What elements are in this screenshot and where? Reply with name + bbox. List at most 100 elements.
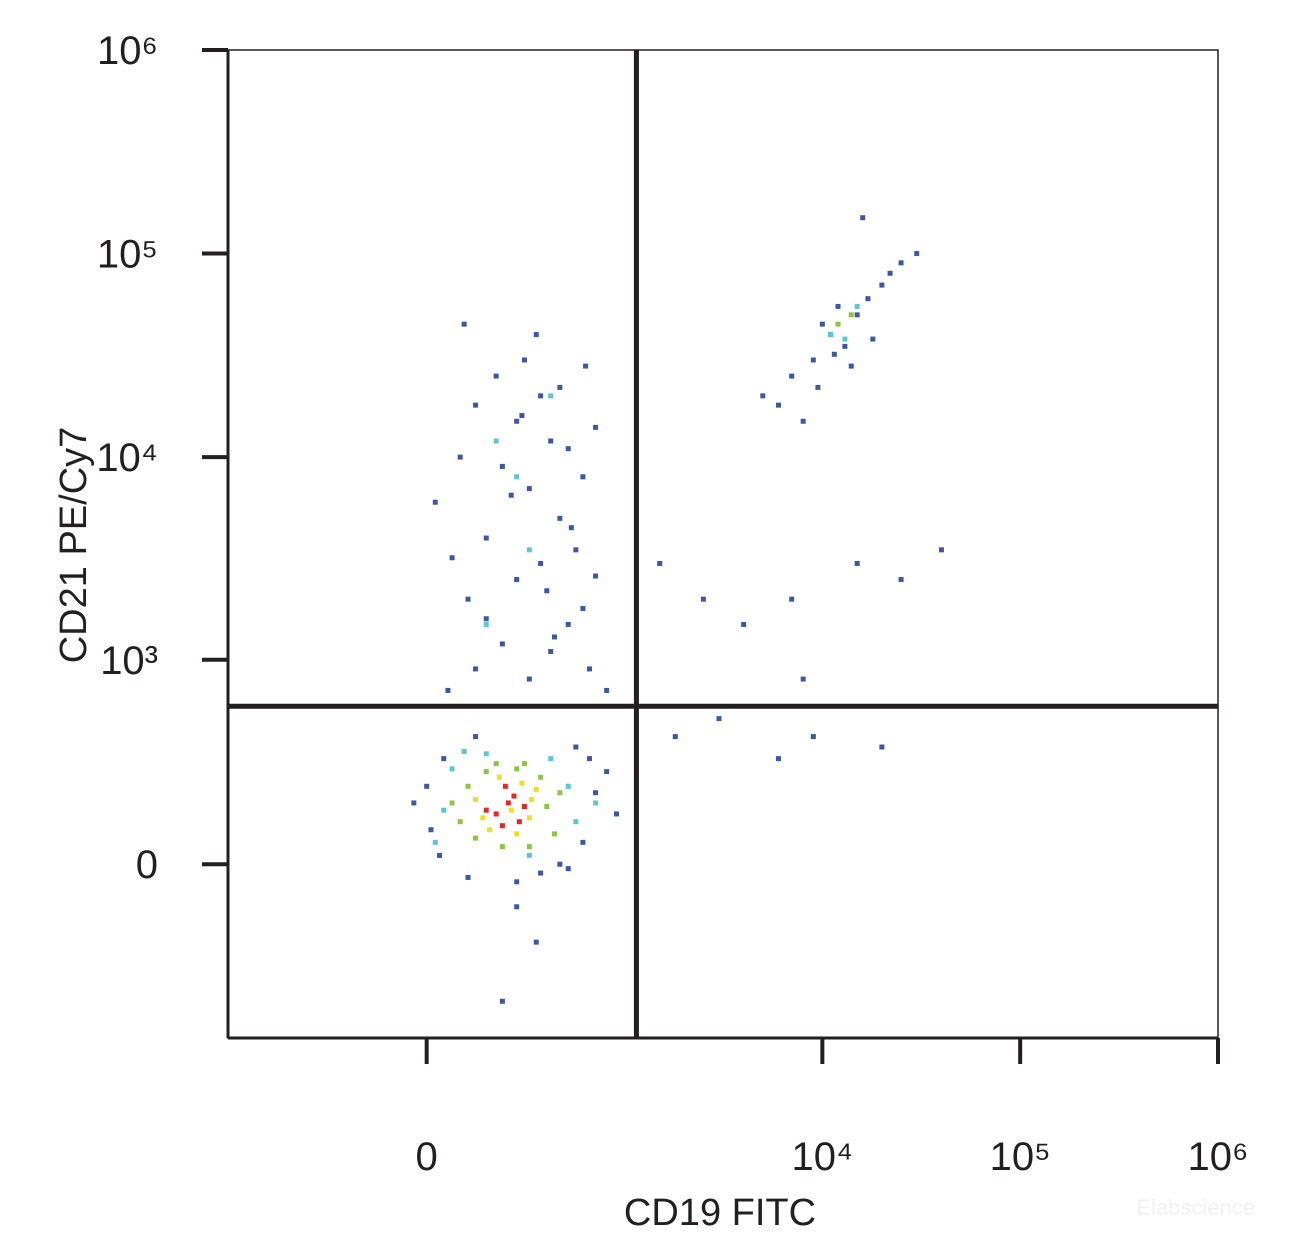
event-dot	[432, 499, 438, 505]
event-dot	[514, 474, 520, 480]
event-dot	[526, 815, 532, 821]
event-dot	[548, 393, 554, 399]
event-dot	[521, 357, 527, 363]
event-dot	[914, 251, 920, 257]
y-tick-label: 0	[136, 843, 158, 887]
event-dot	[432, 839, 438, 845]
event-dot	[411, 800, 417, 806]
event-dot	[483, 616, 489, 622]
event-dot	[437, 852, 443, 858]
event-dot	[514, 577, 520, 583]
event-dot	[526, 547, 532, 553]
y-axis-title: CD21 PE/Cy7	[53, 427, 95, 664]
event-dot	[848, 312, 854, 318]
event-dot	[604, 687, 610, 693]
event-dot	[424, 783, 430, 789]
event-dot	[898, 577, 904, 583]
x-tick-label: 10⁵	[990, 1135, 1051, 1179]
event-dot	[521, 804, 527, 810]
event-dot	[533, 786, 539, 792]
event-dot	[548, 756, 554, 762]
event-dot	[487, 827, 493, 833]
event-dot	[502, 783, 508, 789]
event-dot	[473, 402, 479, 408]
event-dot	[800, 418, 806, 424]
event-dot	[508, 807, 514, 813]
event-dot	[445, 687, 451, 693]
event-dot	[860, 215, 866, 221]
event-dot	[551, 634, 557, 640]
event-dot	[828, 332, 834, 338]
event-dot	[938, 547, 944, 553]
event-dot	[819, 321, 825, 327]
y-tick-label: 10⁶	[97, 29, 158, 73]
event-dot	[499, 844, 505, 850]
event-dot	[741, 621, 747, 627]
event-dot	[483, 807, 489, 813]
event-dot	[483, 621, 489, 627]
event-dot	[586, 666, 592, 672]
event-dot	[848, 363, 854, 369]
event-dot	[557, 384, 563, 390]
event-dot	[526, 486, 532, 492]
event-dot	[565, 621, 571, 627]
event-dot	[583, 363, 589, 369]
event-dot	[519, 413, 525, 419]
event-dot	[441, 807, 447, 813]
event-dot	[493, 761, 499, 767]
event-dot	[514, 879, 520, 885]
y-tick-label: 10⁵	[97, 233, 158, 277]
event-dot	[760, 393, 766, 399]
event-dot	[533, 939, 539, 945]
plot-frame	[227, 49, 1219, 1039]
event-dot	[449, 766, 455, 772]
event-dot	[568, 525, 574, 531]
event-dot	[529, 796, 535, 802]
event-dot	[499, 463, 505, 469]
event-dot	[526, 852, 532, 858]
event-dot	[831, 351, 837, 357]
event-dot	[789, 373, 795, 379]
event-dot	[449, 555, 455, 561]
event-dot	[842, 343, 848, 349]
event-dot	[483, 535, 489, 541]
event-dot	[538, 774, 544, 780]
event-dot	[854, 560, 860, 566]
event-dot	[593, 424, 599, 430]
event-dot	[548, 438, 554, 444]
event-dot	[516, 819, 522, 825]
event-dot	[544, 804, 550, 810]
event-dot	[551, 831, 557, 837]
event-dot	[493, 373, 499, 379]
event-dot	[700, 596, 706, 602]
event-dot	[538, 560, 544, 566]
event-dot	[461, 321, 467, 327]
event-dot	[854, 303, 860, 309]
event-dot	[548, 649, 554, 655]
event-dot	[865, 296, 871, 302]
watermark: Elabscience	[1136, 1195, 1255, 1220]
x-tick-label: 0	[416, 1135, 438, 1179]
event-dot	[810, 734, 816, 740]
event-dot	[533, 332, 539, 338]
event-dot	[544, 588, 550, 594]
event-dot	[613, 811, 619, 817]
event-dot	[879, 744, 885, 750]
event-dot	[499, 998, 505, 1004]
event-dot	[499, 823, 505, 829]
event-dot	[672, 734, 678, 740]
event-dot	[573, 547, 579, 553]
event-dot	[775, 756, 781, 762]
event-dot	[428, 827, 434, 833]
event-dot	[465, 783, 471, 789]
event-dot	[800, 676, 806, 682]
event-dot	[775, 402, 781, 408]
event-dot	[789, 596, 795, 602]
event-dot	[870, 336, 876, 342]
x-axis-title: CD19 FITC	[624, 1192, 816, 1234]
event-dot	[593, 800, 599, 806]
x-tick-label: 10⁴	[792, 1135, 854, 1179]
event-dot	[716, 716, 722, 722]
event-dot	[887, 270, 893, 276]
